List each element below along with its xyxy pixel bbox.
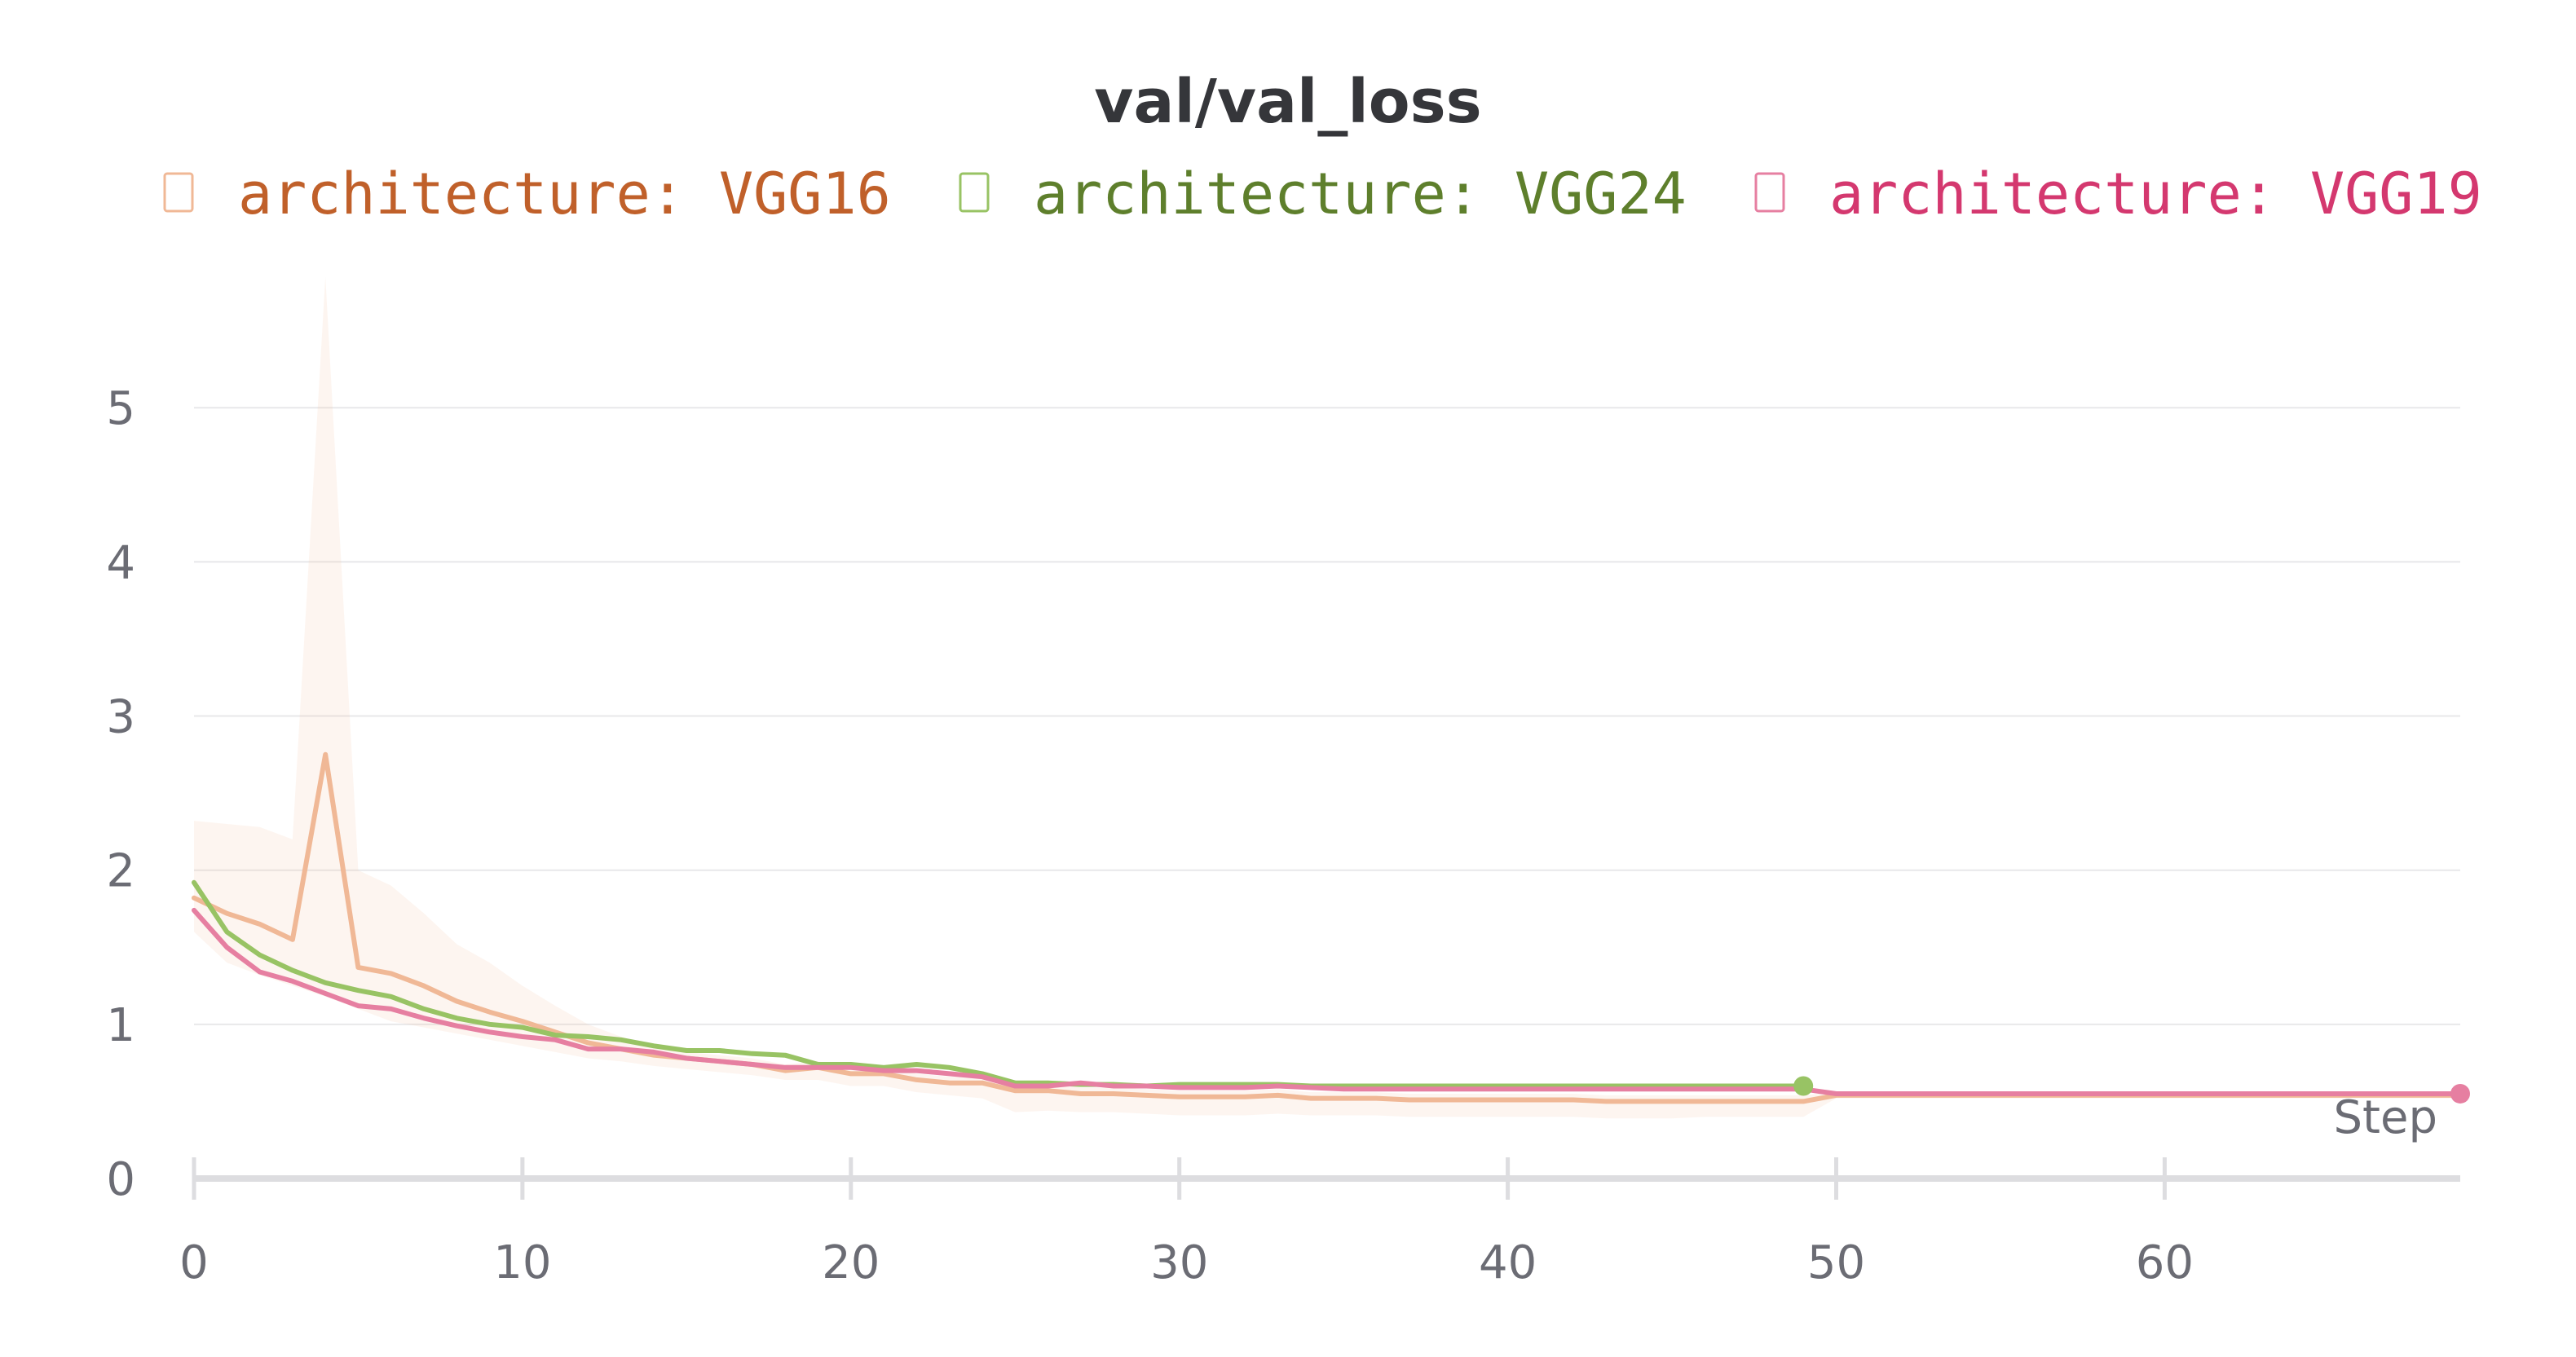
x-tick-label-2: 20 [822, 1236, 880, 1289]
legend-label-1: architecture: VGG24 [1034, 161, 1687, 227]
legend-swatch-0 [163, 172, 194, 213]
line-series-2 [192, 907, 2463, 1096]
x-tick-label-5: 50 [1807, 1236, 1865, 1289]
x-tick-label-0: 0 [179, 1236, 209, 1289]
x-tick-label-4: 40 [1479, 1236, 1537, 1289]
line-series-0 [192, 751, 2463, 1104]
legend-label-0: architecture: VGG16 [238, 161, 891, 227]
legend: architecture: VGG16 architecture: VGG24 ar… [163, 161, 2482, 227]
series-lines [192, 751, 2463, 1104]
x-tick-label-6: 60 [2136, 1236, 2194, 1289]
grid: 0 1 2 3 4 5 [106, 382, 2460, 1206]
series-end-points [1793, 1076, 2470, 1104]
y-tick-label-4: 4 [106, 536, 135, 589]
y-tick-label-3: 3 [106, 691, 135, 744]
legend-label-2: architecture: VGG19 [1829, 161, 2482, 227]
chart-title: val/val_loss [1094, 67, 1481, 137]
x-axis-label: Step [2333, 1091, 2437, 1144]
legend-swatch-1 [959, 172, 990, 213]
y-tick-label-0: 0 [106, 1153, 135, 1206]
confidence-bands [194, 276, 2460, 1119]
band-series-0 [194, 276, 2460, 1119]
end-point-series-2 [2450, 1083, 2470, 1104]
legend-swatch-2 [1754, 172, 1785, 213]
y-tick-label-2: 2 [106, 845, 135, 898]
axes: 0 10 20 30 40 50 60 [179, 1157, 2460, 1289]
y-tick-label-5: 5 [106, 382, 135, 435]
x-tick-label-1: 10 [493, 1236, 551, 1289]
end-point-series-1 [1793, 1076, 1814, 1096]
x-tick-label-3: 30 [1150, 1236, 1208, 1289]
y-tick-label-1: 1 [106, 999, 135, 1052]
line-series-1 [192, 879, 1806, 1089]
